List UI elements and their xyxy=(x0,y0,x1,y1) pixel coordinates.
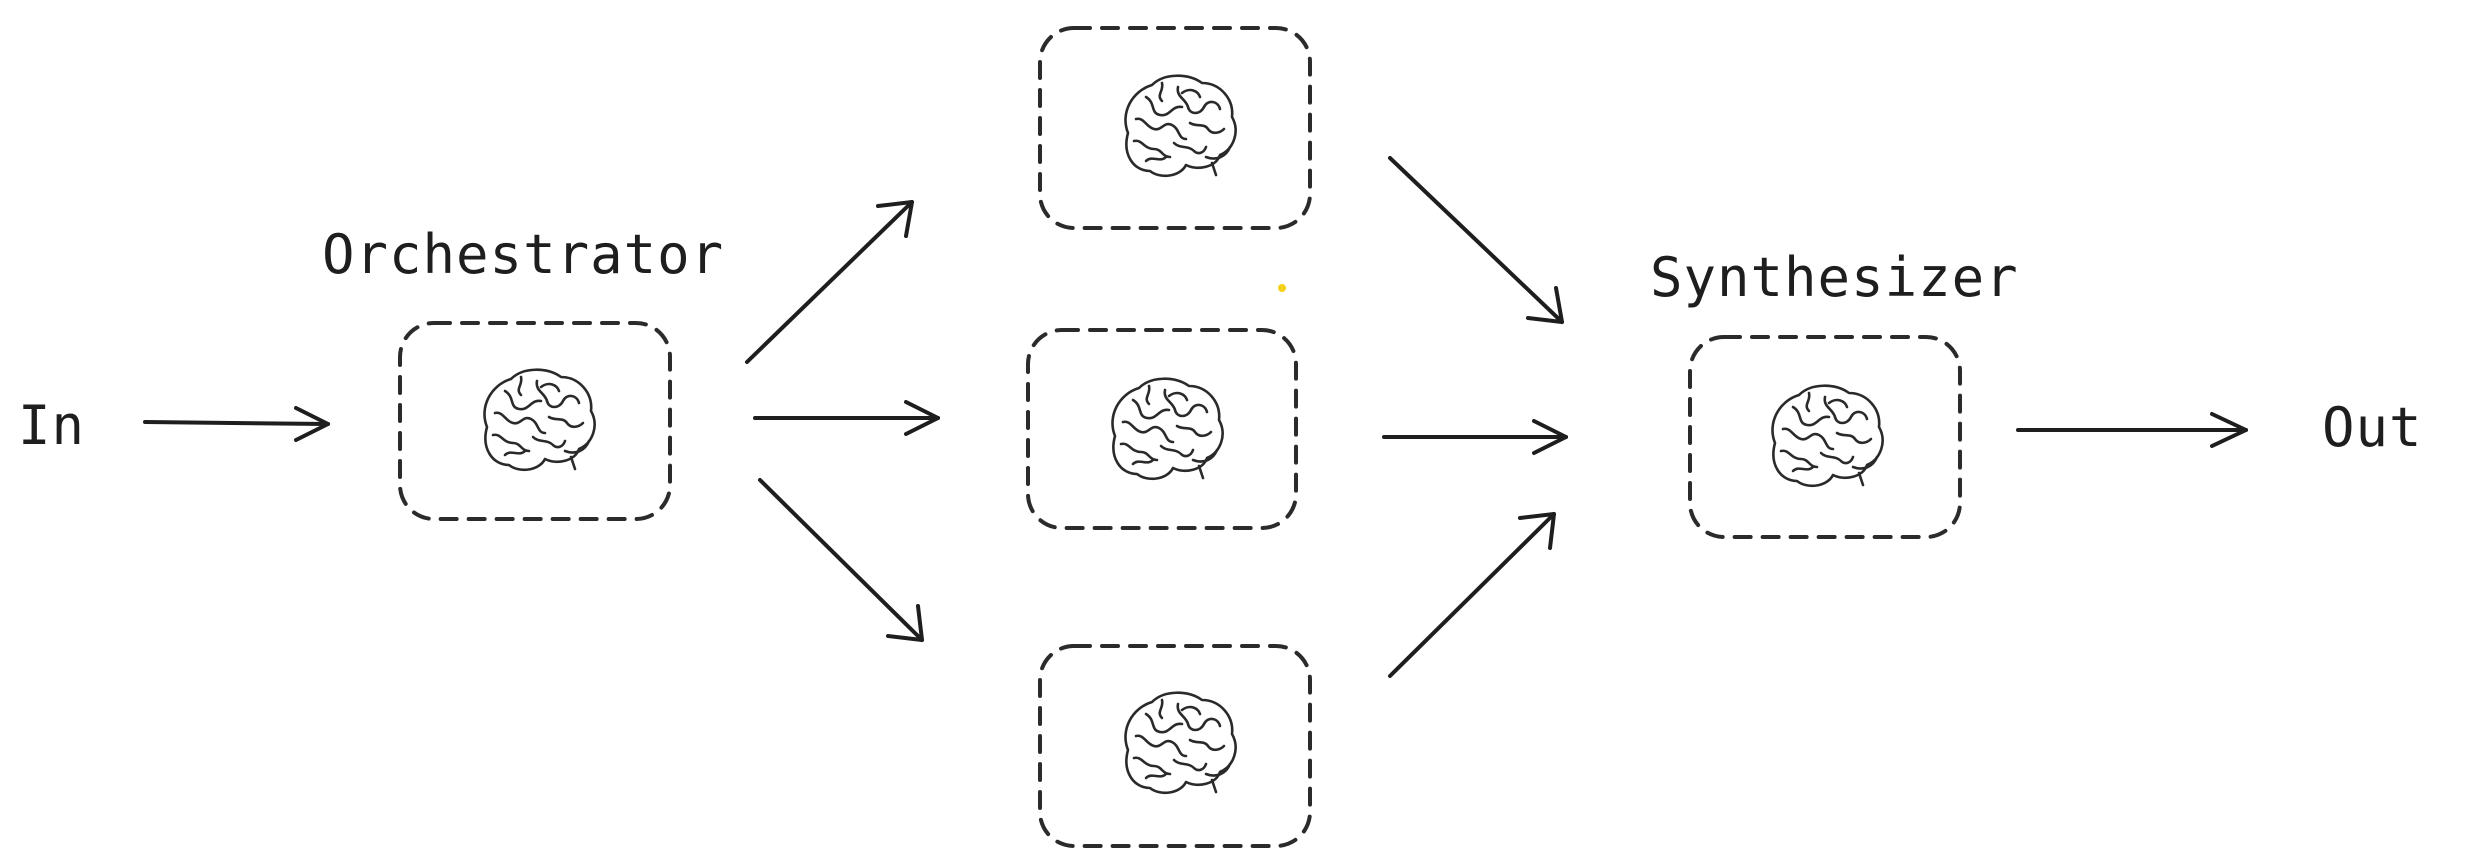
orchestrator-label: Orchestrator xyxy=(322,223,724,286)
worker-bottom-brain-icon xyxy=(1124,691,1237,795)
arrow-orchestrator-to-worker-top xyxy=(745,200,914,364)
worker-box-middle xyxy=(1026,328,1298,530)
worker-top-brain-icon xyxy=(1124,74,1237,178)
synthesizer-box xyxy=(1688,335,1962,539)
worker-box-top xyxy=(1038,26,1312,230)
arrow-worker-bottom-to-synthesizer xyxy=(1388,512,1556,678)
output-label: Out xyxy=(2322,396,2423,459)
input-label: In xyxy=(18,394,85,457)
stray-dot xyxy=(1278,284,1286,292)
orchestrator-brain-icon xyxy=(483,368,596,472)
arrow-worker-top-to-synthesizer xyxy=(1388,156,1564,324)
input-arrow xyxy=(143,406,330,442)
arrow-orchestrator-to-worker-middle xyxy=(753,400,940,436)
arrow-worker-middle-to-synthesizer xyxy=(1382,419,1568,455)
arrow-orchestrator-to-worker-bottom xyxy=(758,478,924,642)
worker-middle-brain-icon xyxy=(1111,377,1224,481)
output-arrow xyxy=(2016,412,2248,448)
synthesizer-brain-icon xyxy=(1771,384,1884,488)
synthesizer-label: Synthesizer xyxy=(1650,246,2019,309)
orchestrator-box xyxy=(398,321,672,521)
worker-box-bottom xyxy=(1038,644,1312,848)
